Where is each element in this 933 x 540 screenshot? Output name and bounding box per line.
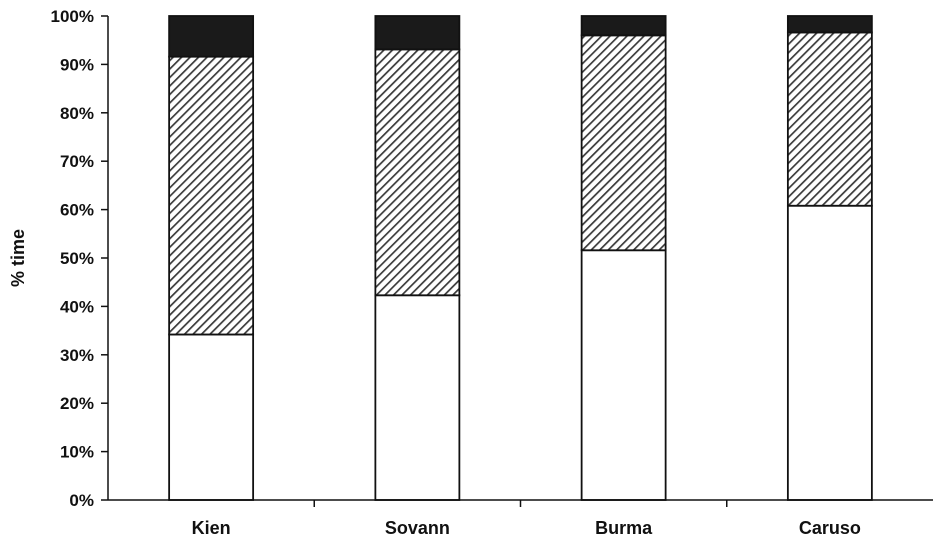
bar-segment-kien-black: [168, 15, 255, 58]
bar-segment-burma-hatched: [580, 34, 667, 252]
bar-segment-sovann-hatched: [374, 48, 461, 297]
x-tick-label-caruso: Caruso: [799, 518, 861, 538]
bars-group: [168, 15, 873, 501]
axes-group: Kien Sovann Burma Caruso 0% 10% 20% 30% 40% 50% 60…: [51, 7, 933, 538]
y-axis-title: % time: [8, 229, 28, 287]
bar-segment-sovann-white: [374, 294, 461, 501]
bar-segment-sovann-black: [374, 15, 461, 51]
bar-segment-burma-white: [580, 249, 667, 501]
y-tick-label: 0%: [69, 491, 94, 510]
bar-segment-kien-white: [168, 333, 255, 501]
y-tick-label: 100%: [51, 7, 94, 26]
y-tick-label: 40%: [60, 297, 94, 316]
y-tick-label: 70%: [60, 152, 94, 171]
bar-segment-caruso-hatched: [786, 31, 873, 207]
y-tick-label: 20%: [60, 394, 94, 413]
bar-segment-burma-black: [580, 15, 667, 37]
y-tick-label: 10%: [60, 443, 94, 462]
y-tick-label: 90%: [60, 55, 94, 74]
bar-segment-caruso-black: [786, 15, 873, 34]
x-tick-label-burma: Burma: [595, 518, 653, 538]
y-tick-label: 30%: [60, 346, 94, 365]
y-tick-label: 80%: [60, 104, 94, 123]
x-tick-label-sovann: Sovann: [385, 518, 450, 538]
bar-segment-kien-hatched: [168, 55, 255, 336]
y-tick-label: 60%: [60, 201, 94, 220]
y-tick-label: 50%: [60, 249, 94, 268]
x-tick-label-kien: Kien: [192, 518, 231, 538]
bar-segment-caruso-white: [786, 204, 873, 501]
